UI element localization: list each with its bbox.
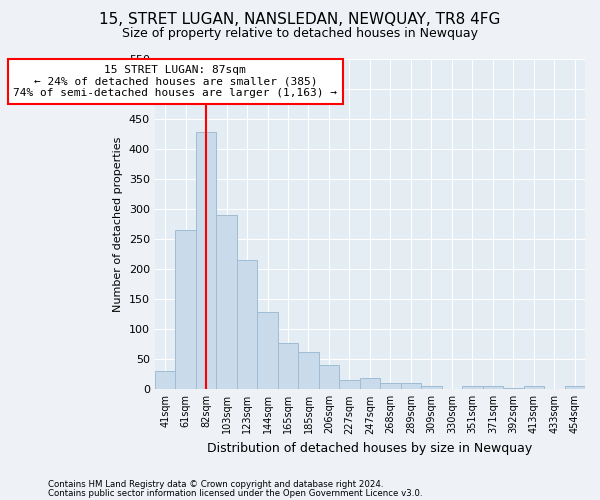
Bar	[278, 343, 298, 390]
Text: Size of property relative to detached houses in Newquay: Size of property relative to detached ho…	[122, 28, 478, 40]
Bar	[380, 384, 401, 390]
Bar	[524, 386, 544, 390]
Bar	[298, 352, 319, 390]
Bar	[217, 215, 237, 390]
Bar	[401, 384, 421, 390]
Bar	[565, 386, 585, 390]
Bar	[175, 230, 196, 390]
Bar	[196, 132, 217, 390]
Bar	[319, 366, 339, 390]
Bar	[237, 260, 257, 390]
Bar	[339, 380, 359, 390]
Bar	[155, 372, 175, 390]
Text: 15, STRET LUGAN, NANSLEDAN, NEWQUAY, TR8 4FG: 15, STRET LUGAN, NANSLEDAN, NEWQUAY, TR8…	[100, 12, 500, 28]
X-axis label: Distribution of detached houses by size in Newquay: Distribution of detached houses by size …	[208, 442, 533, 455]
Bar	[257, 312, 278, 390]
Bar	[421, 386, 442, 390]
Text: Contains HM Land Registry data © Crown copyright and database right 2024.: Contains HM Land Registry data © Crown c…	[48, 480, 383, 489]
Bar	[503, 388, 524, 390]
Bar	[359, 378, 380, 390]
Bar	[482, 386, 503, 390]
Text: Contains public sector information licensed under the Open Government Licence v3: Contains public sector information licen…	[48, 489, 422, 498]
Y-axis label: Number of detached properties: Number of detached properties	[113, 136, 124, 312]
Text: 15 STRET LUGAN: 87sqm
← 24% of detached houses are smaller (385)
74% of semi-det: 15 STRET LUGAN: 87sqm ← 24% of detached …	[13, 65, 337, 98]
Bar	[462, 386, 482, 390]
